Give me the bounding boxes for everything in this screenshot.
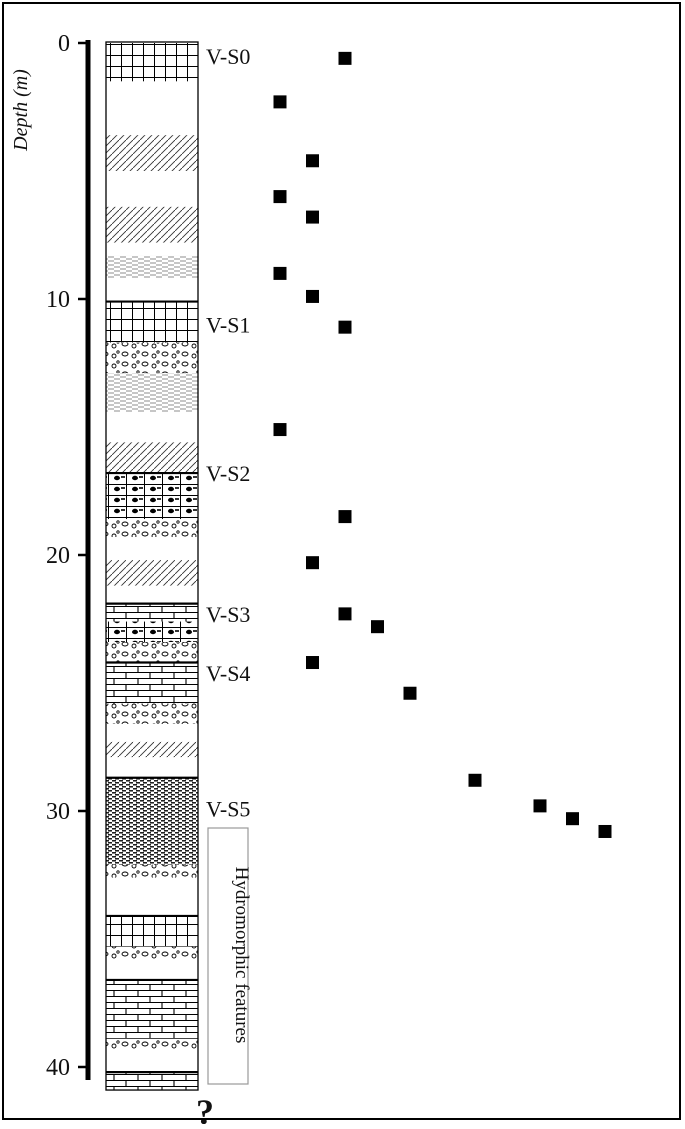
column-layer bbox=[106, 519, 198, 538]
column-layer bbox=[106, 373, 198, 412]
column-layer bbox=[106, 473, 198, 520]
column-layer bbox=[106, 723, 198, 742]
unit-labels: V-S0 V-S1 V-S2 V-S3 V-S4 V-S5 bbox=[206, 44, 250, 822]
column-layer bbox=[106, 621, 198, 643]
unit-label: V-S5 bbox=[206, 796, 250, 821]
data-point bbox=[371, 620, 384, 634]
unit-label: V-S2 bbox=[206, 461, 250, 486]
column-layer bbox=[106, 946, 198, 960]
column-layer bbox=[106, 537, 198, 561]
column-layer bbox=[106, 1038, 198, 1050]
data-point bbox=[306, 289, 319, 303]
column-layer bbox=[106, 43, 198, 82]
column-layer bbox=[106, 342, 198, 374]
data-point bbox=[533, 799, 547, 813]
column-layer bbox=[106, 662, 198, 704]
column-layer bbox=[106, 206, 198, 243]
stratigraphic-column bbox=[105, 41, 199, 1091]
column-layer bbox=[106, 278, 198, 302]
y-axis-label: Depth (m) bbox=[10, 69, 32, 152]
data-point bbox=[273, 266, 287, 280]
y-tick-label: 30 bbox=[46, 799, 70, 825]
hydromorphic-note: Hydromorphic features bbox=[231, 867, 252, 1044]
column-layer bbox=[106, 703, 198, 724]
y-tick-label: 20 bbox=[46, 543, 70, 569]
data-point bbox=[403, 686, 417, 700]
data-point bbox=[306, 556, 319, 570]
unit-label: V-S1 bbox=[206, 313, 250, 338]
column-layer bbox=[106, 741, 198, 758]
data-point bbox=[273, 423, 287, 437]
column-layer bbox=[106, 1072, 198, 1091]
data-point bbox=[338, 607, 352, 621]
column-layer bbox=[106, 301, 198, 343]
column-layer bbox=[106, 135, 198, 171]
data-point bbox=[468, 773, 482, 787]
hydromorphic-note-box: Hydromorphic features bbox=[207, 827, 252, 1085]
column-layer bbox=[106, 1049, 198, 1073]
column-layer bbox=[106, 603, 198, 622]
depth-axis: 0 10 20 30 40 bbox=[46, 31, 91, 1081]
column-layer bbox=[106, 877, 198, 916]
data-point bbox=[273, 95, 287, 109]
column-layer bbox=[106, 171, 198, 207]
column-layer bbox=[106, 411, 198, 443]
column-layer bbox=[106, 915, 198, 947]
data-point bbox=[273, 190, 287, 204]
column-layer bbox=[106, 777, 198, 865]
column-outline bbox=[105, 41, 199, 1091]
y-tick-label: 0 bbox=[58, 31, 70, 57]
unit-label: V-S0 bbox=[206, 44, 250, 69]
y-tick-label: 10 bbox=[46, 287, 70, 313]
data-point bbox=[306, 210, 319, 224]
data-point bbox=[598, 824, 612, 838]
column-layer bbox=[106, 642, 198, 663]
data-point bbox=[338, 320, 352, 334]
data-point bbox=[306, 656, 319, 670]
data-point bbox=[338, 510, 352, 524]
column-layer bbox=[106, 242, 198, 256]
y-tick-label: 40 bbox=[46, 1055, 70, 1081]
column-layer bbox=[106, 81, 198, 136]
column-layer bbox=[106, 560, 198, 586]
column-bottom-question-mark: ? bbox=[196, 1092, 214, 1124]
column-layer bbox=[106, 585, 198, 604]
column-layer bbox=[106, 255, 198, 279]
data-point bbox=[306, 154, 319, 168]
column-layer bbox=[106, 959, 198, 980]
column-layer bbox=[106, 757, 198, 778]
column-layer bbox=[106, 979, 198, 1039]
data-point bbox=[338, 51, 352, 65]
unit-label: V-S4 bbox=[206, 661, 250, 686]
column-layer bbox=[106, 442, 198, 474]
scatter-points bbox=[273, 51, 612, 838]
column-layer bbox=[106, 864, 198, 878]
data-point bbox=[566, 812, 579, 826]
unit-label: V-S3 bbox=[206, 602, 250, 627]
